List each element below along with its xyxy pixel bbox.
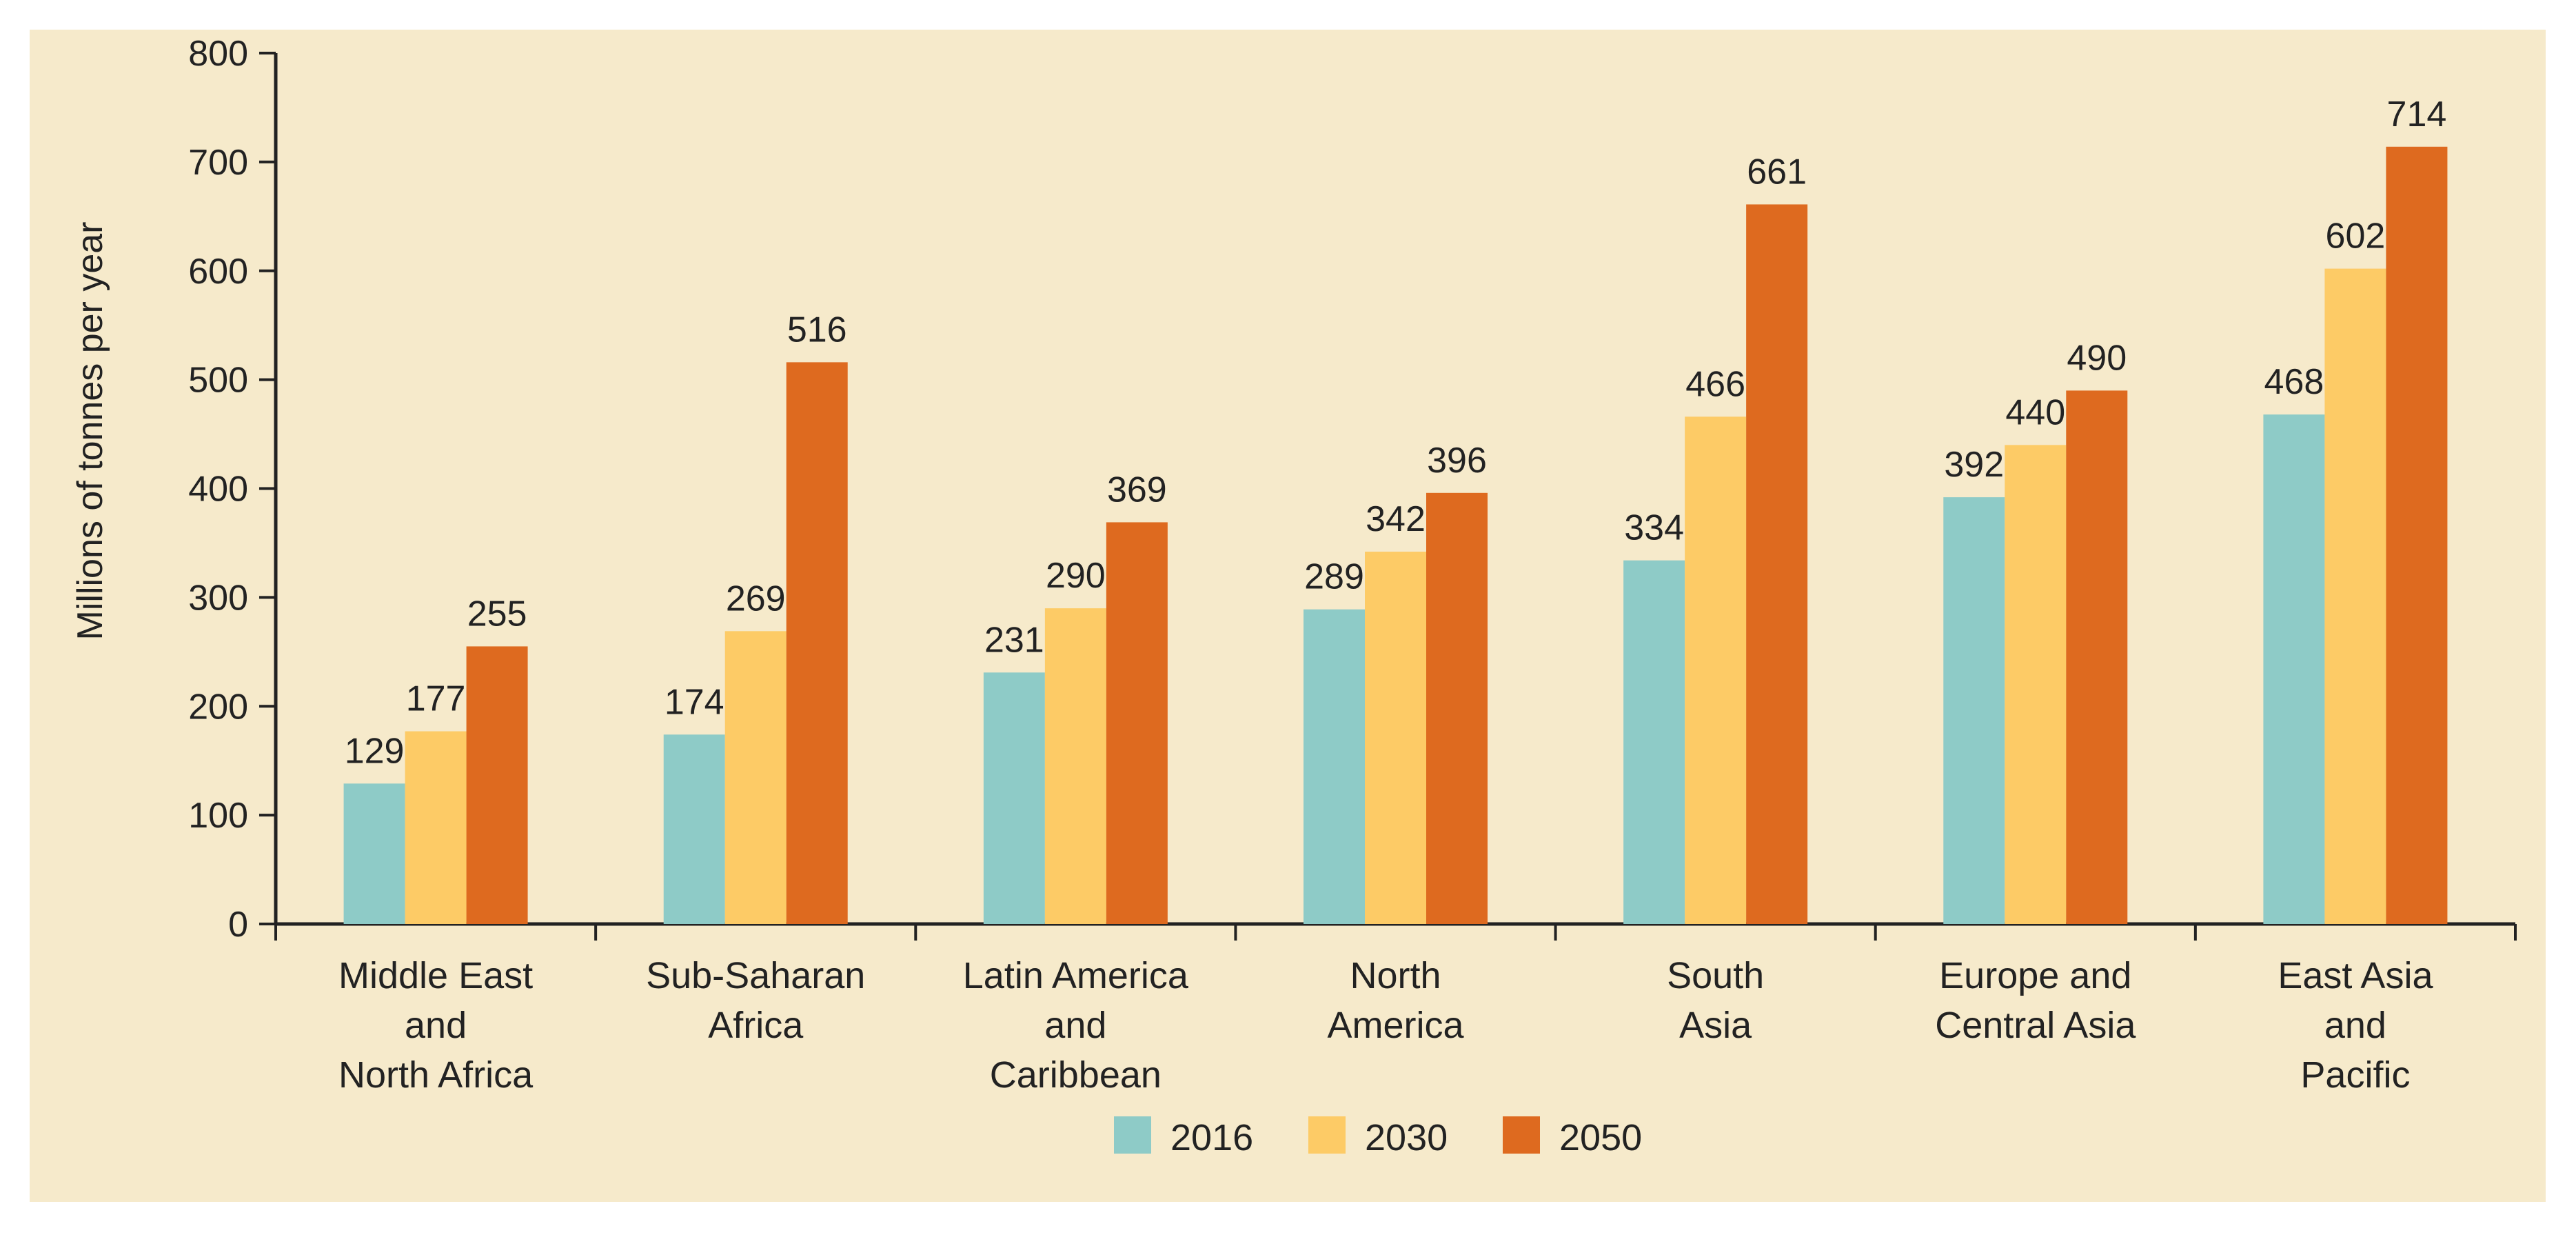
bar-value-label: 468 [2264, 362, 2324, 402]
bar-2016 [663, 734, 725, 924]
category-label-line: Africa [708, 1005, 804, 1046]
category-label-line: Pacific [2300, 1054, 2410, 1096]
bar-2050 [1746, 204, 1808, 924]
category-label-line: and [1044, 1005, 1106, 1046]
bar-value-label: 369 [1107, 470, 1167, 510]
y-axis-title: Millions of tonnes per year [70, 222, 110, 641]
category-label: Middle East and North Africa [338, 955, 534, 1096]
category-label-line: Europe and [1939, 955, 2131, 996]
bar-2030 [724, 631, 787, 924]
y-tick-label: 600 [188, 252, 248, 292]
bar-2050 [1106, 522, 1168, 924]
bar-value-label: 714 [2387, 94, 2447, 134]
bar-2016 [343, 783, 405, 924]
legend-label: 2050 [1559, 1117, 1642, 1158]
bar-value-label: 129 [345, 731, 405, 771]
category-label-line: Latin America [963, 955, 1189, 996]
legend-swatch-2050 [1503, 1116, 1540, 1154]
bar-2050 [1426, 492, 1488, 924]
bar-value-label: 466 [1685, 364, 1745, 404]
legend: 2016 2030 2050 [1114, 1116, 1642, 1158]
y-tick-label: 500 [188, 361, 248, 401]
bar-value-label: 334 [1624, 508, 1684, 548]
y-tick-label: 700 [188, 143, 248, 183]
category-label-line: North [1350, 955, 1441, 996]
y-tick-label: 800 [188, 34, 248, 74]
bar-2030 [1044, 608, 1106, 924]
bar-2030 [2005, 445, 2067, 924]
bar-value-label: 289 [1304, 557, 1364, 597]
bar-2016 [1304, 609, 1365, 924]
category-label-line: Asia [1679, 1005, 1752, 1046]
bar-value-label: 255 [467, 594, 527, 634]
bar-value-label: 516 [787, 310, 847, 350]
category-label: Sub-Saharan Africa [646, 955, 865, 1046]
bar-2050 [466, 646, 528, 924]
chart-panel: Millions of tonnes per year 0 100 200 300 40… [30, 30, 2546, 1202]
bar-value-label: 290 [1046, 556, 1106, 596]
y-axis-title-group: Millions of tonnes per year [70, 222, 110, 641]
bar-2030 [1685, 416, 1747, 924]
category-label-line: Sub-Saharan [646, 955, 865, 996]
bar-2050 [786, 362, 848, 924]
bar-2016 [1623, 560, 1685, 924]
bar-value-label: 174 [665, 682, 724, 722]
bar-value-label: 602 [2326, 217, 2386, 257]
bar-2016 [1943, 497, 2005, 924]
category-label-line: North Africa [338, 1054, 534, 1096]
bar-value-label: 177 [406, 679, 466, 719]
bar-2050 [2386, 146, 2448, 925]
category-label: North America [1327, 955, 1464, 1046]
bar-2030 [405, 731, 467, 924]
legend-swatch-2016 [1114, 1116, 1151, 1154]
bar-2050 [2066, 390, 2128, 924]
bar-value-label: 231 [984, 620, 1044, 660]
y-tick-label: 400 [188, 470, 248, 510]
legend-swatch-2030 [1308, 1116, 1346, 1154]
bar-value-label: 396 [1427, 441, 1487, 481]
legend-label: 2016 [1170, 1117, 1253, 1158]
category-label-line: America [1327, 1005, 1464, 1046]
category-label: East Asia and Pacific [2278, 955, 2433, 1096]
category-label-line: Caribbean [990, 1054, 1162, 1096]
bar-value-label: 392 [1944, 445, 2004, 485]
category-label-line: Central Asia [1935, 1005, 2136, 1046]
bar-value-label: 661 [1747, 152, 1807, 192]
bar-value-label: 342 [1366, 499, 1426, 539]
y-tick-label: 200 [188, 687, 248, 727]
category-label-line: Middle East [338, 955, 533, 996]
category-label: South Asia [1667, 955, 1764, 1046]
bar-value-label: 269 [726, 579, 786, 619]
category-label-line: and [2324, 1005, 2386, 1046]
bar-value-label: 490 [2067, 338, 2127, 378]
y-tick-label: 100 [188, 796, 248, 836]
category-label-line: South [1667, 955, 1764, 996]
bar-2016 [983, 672, 1045, 924]
bar-2016 [2263, 414, 2325, 924]
y-tick-label: 0 [228, 905, 248, 945]
category-label-line: and [405, 1005, 467, 1046]
legend-label: 2030 [1365, 1117, 1448, 1158]
bar-chart: Millions of tonnes per year 0 100 200 300 40… [30, 30, 2546, 1202]
category-label-line: East Asia [2278, 955, 2433, 996]
bar-2030 [1365, 552, 1426, 924]
y-tick-label: 300 [188, 578, 248, 618]
category-label: Europe and Central Asia [1935, 955, 2136, 1046]
bar-value-label: 440 [2005, 392, 2065, 432]
category-label: Latin America and Caribbean [963, 955, 1189, 1096]
bar-2030 [2324, 268, 2386, 924]
